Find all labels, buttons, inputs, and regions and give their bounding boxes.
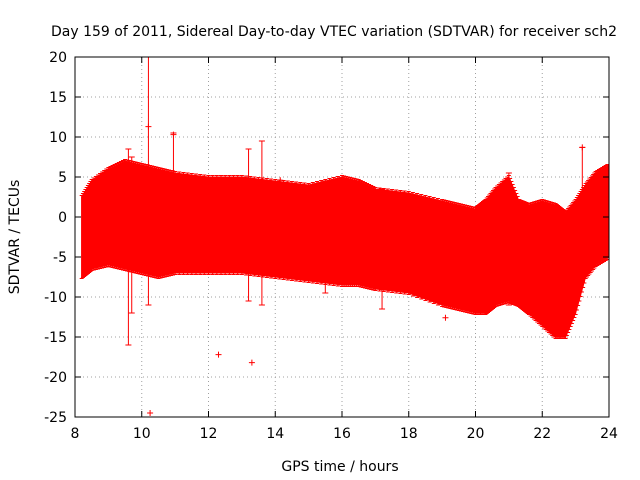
y-tick-label: 10 bbox=[49, 130, 67, 146]
y-tick-label: 0 bbox=[58, 210, 67, 226]
y-tick-label: -15 bbox=[44, 330, 67, 346]
x-tick-label: 22 bbox=[533, 426, 551, 442]
axis-ticks: 8 10 12 14 16 18 20 22 24 -25 -20 -15 -10 -5 0 5 10 15 20 bbox=[44, 50, 618, 442]
y-tick-label: -10 bbox=[44, 290, 67, 306]
y-tick-label: 20 bbox=[49, 50, 67, 66]
y-tick-label: -25 bbox=[44, 410, 67, 426]
plot-area bbox=[79, 56, 610, 416]
x-tick-label: 14 bbox=[266, 426, 284, 442]
x-tick-label: 16 bbox=[333, 426, 351, 442]
x-tick-label: 24 bbox=[600, 426, 618, 442]
x-tick-label: 10 bbox=[133, 426, 151, 442]
data-point bbox=[277, 177, 284, 184]
x-tick-label: 20 bbox=[467, 426, 485, 442]
x-tick-label: 18 bbox=[400, 426, 418, 442]
y-tick-label: -20 bbox=[44, 370, 67, 386]
y-axis-label: SDTVAR / TECUs bbox=[7, 180, 23, 295]
data-point bbox=[579, 144, 586, 151]
data-point bbox=[442, 314, 449, 321]
y-tick-label: 5 bbox=[58, 170, 67, 186]
x-axis-label: GPS time / hours bbox=[281, 459, 398, 475]
chart-title: Day 159 of 2011, Sidereal Day-to-day VTE… bbox=[51, 24, 617, 40]
data-point bbox=[248, 359, 255, 366]
data-point bbox=[215, 351, 222, 358]
y-tick-label: -5 bbox=[53, 250, 67, 266]
x-tick-label: 12 bbox=[200, 426, 218, 442]
data-point bbox=[145, 123, 152, 130]
data-point bbox=[147, 410, 154, 416]
x-tick-label: 8 bbox=[71, 426, 80, 442]
y-tick-label: 15 bbox=[49, 90, 67, 106]
data-point bbox=[170, 131, 177, 138]
